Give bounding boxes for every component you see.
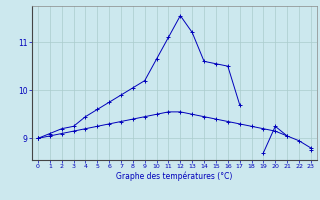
- X-axis label: Graphe des températures (°C): Graphe des températures (°C): [116, 172, 233, 181]
